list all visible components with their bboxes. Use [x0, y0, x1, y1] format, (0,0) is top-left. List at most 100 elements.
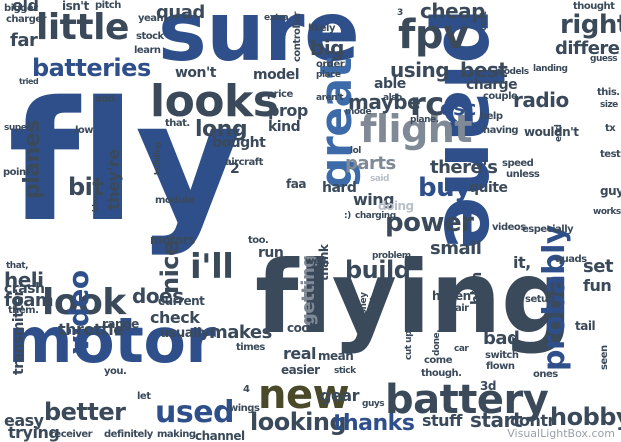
word-10: little — [36, 7, 129, 48]
word-155: faa — [286, 177, 306, 191]
word-86: isn't — [62, 0, 89, 13]
word-130: 3d — [480, 379, 496, 393]
word-139: channel — [195, 429, 245, 442]
word-143: that, — [6, 261, 29, 271]
word-31: radio — [513, 88, 569, 112]
word-156: run — [258, 245, 284, 261]
word-120: haven't — [432, 289, 480, 303]
word-19: video — [62, 270, 95, 354]
word-95: place — [316, 70, 341, 80]
word-134: times — [236, 342, 265, 353]
word-151: add — [95, 94, 115, 105]
word-119: quads — [555, 254, 587, 265]
word-154: charger — [6, 14, 47, 25]
word-128: come — [424, 355, 453, 366]
word-129: though. — [421, 368, 462, 379]
word-65: they're — [104, 149, 123, 210]
word-72: hard — [322, 180, 357, 196]
word-61: easy — [4, 411, 44, 430]
word-55: throttle — [58, 320, 124, 339]
word-84: thought — [573, 1, 615, 12]
word-27: hobby — [550, 403, 621, 431]
word-158: well. — [305, 256, 330, 267]
word-132: guys — [362, 399, 385, 409]
word-159: thank — [317, 244, 331, 281]
word-160: problem — [372, 251, 411, 261]
word-17: used — [155, 395, 235, 430]
word-96: aren't — [316, 93, 344, 103]
word-74: mean — [318, 349, 354, 363]
word-165: 4 — [243, 384, 250, 395]
word-166: lol — [350, 146, 361, 156]
word-49: start — [470, 408, 522, 432]
word-78: able — [374, 76, 406, 92]
word-9: fpv — [398, 12, 469, 58]
word-68: kind — [268, 119, 301, 135]
word-141: you. — [104, 366, 127, 377]
word-149: that. — [165, 118, 190, 129]
word-82: usually — [160, 326, 209, 341]
word-147: module — [155, 195, 194, 206]
word-92: likely — [308, 23, 335, 34]
word-0: fly — [8, 66, 243, 258]
word-54: foam — [4, 290, 54, 311]
word-73: real — [283, 344, 317, 363]
word-44: does — [132, 284, 184, 308]
word-104: size — [600, 100, 618, 110]
word-22: right — [560, 10, 621, 40]
word-23: buy — [418, 173, 471, 203]
word-4: motor — [8, 304, 216, 377]
word-70: motors — [150, 233, 195, 247]
word-26: thanks — [333, 411, 415, 436]
word-87: pitch — [95, 0, 121, 11]
word-30: different — [555, 38, 621, 59]
word-140: receiver — [50, 429, 93, 440]
word-64: transmitter — [11, 289, 27, 375]
word-109: having — [483, 125, 519, 136]
word-50: bad — [483, 328, 520, 349]
word-106: also — [383, 93, 402, 103]
word-99: landing — [533, 64, 568, 74]
word-162: end — [554, 124, 564, 142]
word-131: cut up. — [404, 328, 414, 360]
word-38: best — [460, 58, 508, 82]
word-100: guess — [590, 54, 618, 64]
word-101: couple — [483, 91, 518, 102]
word-148: aircraft — [225, 157, 263, 168]
word-3: sure — [158, 0, 360, 80]
word-171: car — [454, 344, 469, 354]
word-69: bought — [212, 135, 266, 151]
word-112: test — [600, 149, 621, 160]
word-111: tx — [605, 123, 616, 134]
word-170: :) — [344, 211, 351, 221]
word-161: money — [359, 292, 369, 324]
word-94: order — [316, 59, 345, 70]
word-125: switch — [485, 350, 519, 361]
word-67: prop — [268, 101, 308, 120]
word-80: cool — [287, 321, 313, 335]
word-107: mode — [345, 107, 372, 117]
word-122: setup — [525, 294, 555, 305]
word-15: batteries — [32, 54, 151, 82]
word-113: guy — [600, 184, 621, 198]
word-29: cheap — [420, 0, 485, 23]
word-116: unless — [506, 169, 540, 180]
watermark: VisualLightBox.com — [507, 427, 615, 440]
word-75: quite — [469, 180, 508, 196]
word-150: low — [75, 125, 94, 136]
word-56: model — [253, 67, 300, 83]
word-25: looking — [250, 408, 347, 436]
word-115: speed — [502, 158, 534, 169]
word-81: easier — [281, 363, 320, 377]
word-153: tried — [19, 77, 39, 86]
word-77: it, — [513, 253, 531, 272]
word-97: cost — [479, 11, 489, 31]
word-66: gear — [320, 386, 360, 405]
word-157: too. — [248, 235, 269, 246]
word-32: long — [195, 117, 248, 142]
word-16: better — [44, 398, 126, 426]
word-36: esc — [440, 96, 476, 120]
word-7: battery — [385, 377, 549, 423]
word-117: videos — [492, 222, 526, 233]
word-20: power — [385, 208, 474, 238]
